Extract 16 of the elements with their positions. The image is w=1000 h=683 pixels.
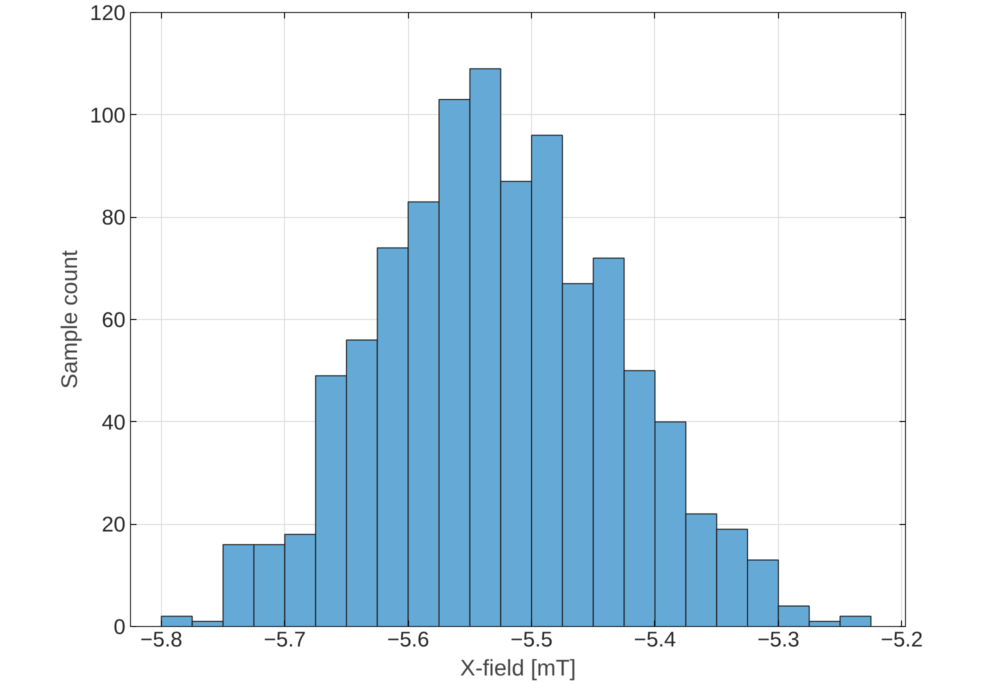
- y-tick-label: 120: [90, 1, 126, 25]
- x-tick-label: −5.2: [880, 628, 923, 652]
- x-tick-label: −5.3: [757, 628, 800, 652]
- x-tick-label: −5.8: [140, 628, 182, 652]
- y-tick-label: 0: [114, 615, 126, 639]
- y-axis-title: Sample count: [56, 250, 82, 389]
- x-axis-title: X-field [mT]: [460, 654, 576, 680]
- y-tick-label: 40: [102, 410, 126, 434]
- x-tick-label: −5.5: [510, 628, 553, 652]
- x-tick-label: −5.6: [387, 628, 430, 652]
- y-tick-label: 60: [102, 308, 126, 332]
- x-tick-label: −5.4: [634, 628, 676, 652]
- y-tick-label: 20: [102, 512, 126, 537]
- y-tick-label: 80: [102, 206, 126, 230]
- y-tick-label: 100: [90, 103, 126, 128]
- x-tick-label: −5.7: [264, 628, 306, 652]
